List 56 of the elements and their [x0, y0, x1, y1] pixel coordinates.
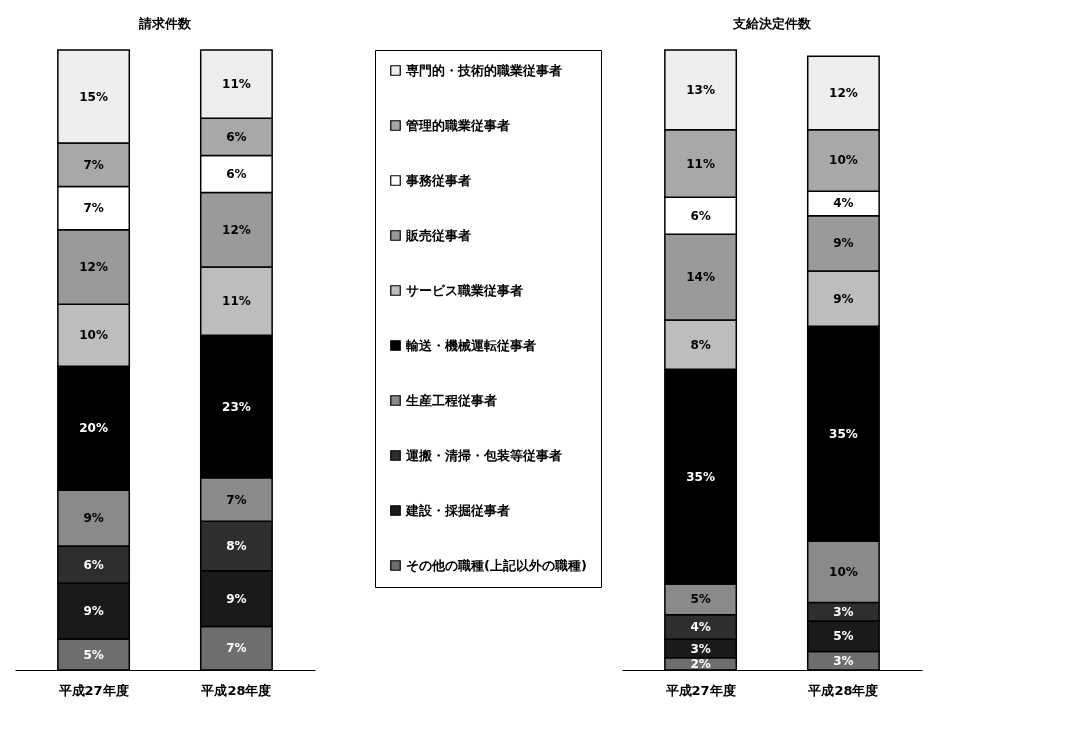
data-label: 7%	[226, 641, 247, 656]
legend-label: 専門的・技術的職業従事者	[405, 62, 562, 78]
data-label: 3%	[833, 653, 854, 668]
data-label: 23%	[222, 399, 251, 414]
x-tick-label: 平成28年度	[807, 682, 879, 698]
data-label: 6%	[83, 557, 104, 572]
data-label: 11%	[222, 77, 251, 92]
data-label: 35%	[686, 469, 715, 484]
data-label: 9%	[833, 236, 854, 251]
legend-label: 運搬・清掃・包装等従事者	[405, 447, 562, 463]
data-label: 35%	[829, 426, 858, 441]
data-label: 20%	[79, 421, 108, 436]
data-label: 2%	[690, 656, 711, 671]
data-label: 5%	[833, 629, 854, 644]
data-label: 12%	[829, 85, 858, 100]
data-label: 6%	[226, 167, 247, 181]
legend-label: 輸送・機械運転従事者	[405, 337, 536, 353]
data-label: 4%	[833, 196, 854, 211]
data-label: 7%	[83, 201, 104, 216]
data-label: 10%	[829, 564, 858, 579]
data-label: 3%	[690, 641, 711, 656]
data-label: 9%	[833, 291, 854, 306]
data-label: 5%	[83, 647, 104, 662]
data-label: 9%	[83, 511, 104, 526]
data-label: 10%	[829, 153, 858, 168]
legend-label: 管理的職業従事者	[405, 117, 510, 133]
data-label: 13%	[686, 82, 715, 97]
data-label: 9%	[83, 604, 104, 619]
data-label: 11%	[222, 294, 251, 309]
legend-label: 販売従事者	[405, 227, 471, 243]
legend-label: 事務従事者	[405, 172, 471, 188]
legend-label: サービス職業従事者	[406, 282, 523, 298]
data-label: 10%	[79, 328, 108, 343]
x-tick-label: 平成27年度	[57, 682, 129, 698]
data-label: 8%	[226, 539, 247, 553]
data-label: 6%	[690, 208, 711, 223]
legend-label: その他の職種(上記以外の職種)	[406, 557, 587, 573]
data-label: 7%	[226, 492, 247, 507]
legend-label: 生産工程従事者	[405, 392, 497, 408]
data-label: 4%	[690, 620, 711, 635]
chart-title: 支給決定件数	[732, 16, 812, 32]
legend-label: 建設・採掘従事者	[405, 502, 510, 518]
data-label: 15%	[79, 89, 108, 104]
x-tick-label: 平成27年度	[664, 682, 736, 698]
data-label: 7%	[83, 157, 104, 172]
data-label: 11%	[686, 156, 715, 171]
data-label: 9%	[226, 591, 247, 606]
data-label: 3%	[833, 604, 854, 619]
chart-title: 請求件数	[138, 16, 192, 32]
data-label: 5%	[690, 592, 711, 607]
data-label: 8%	[690, 337, 711, 352]
data-label: 12%	[222, 222, 251, 237]
data-label: 12%	[79, 260, 108, 274]
data-label: 6%	[226, 129, 247, 144]
x-tick-label: 平成28年度	[200, 682, 272, 698]
data-label: 14%	[686, 270, 715, 285]
